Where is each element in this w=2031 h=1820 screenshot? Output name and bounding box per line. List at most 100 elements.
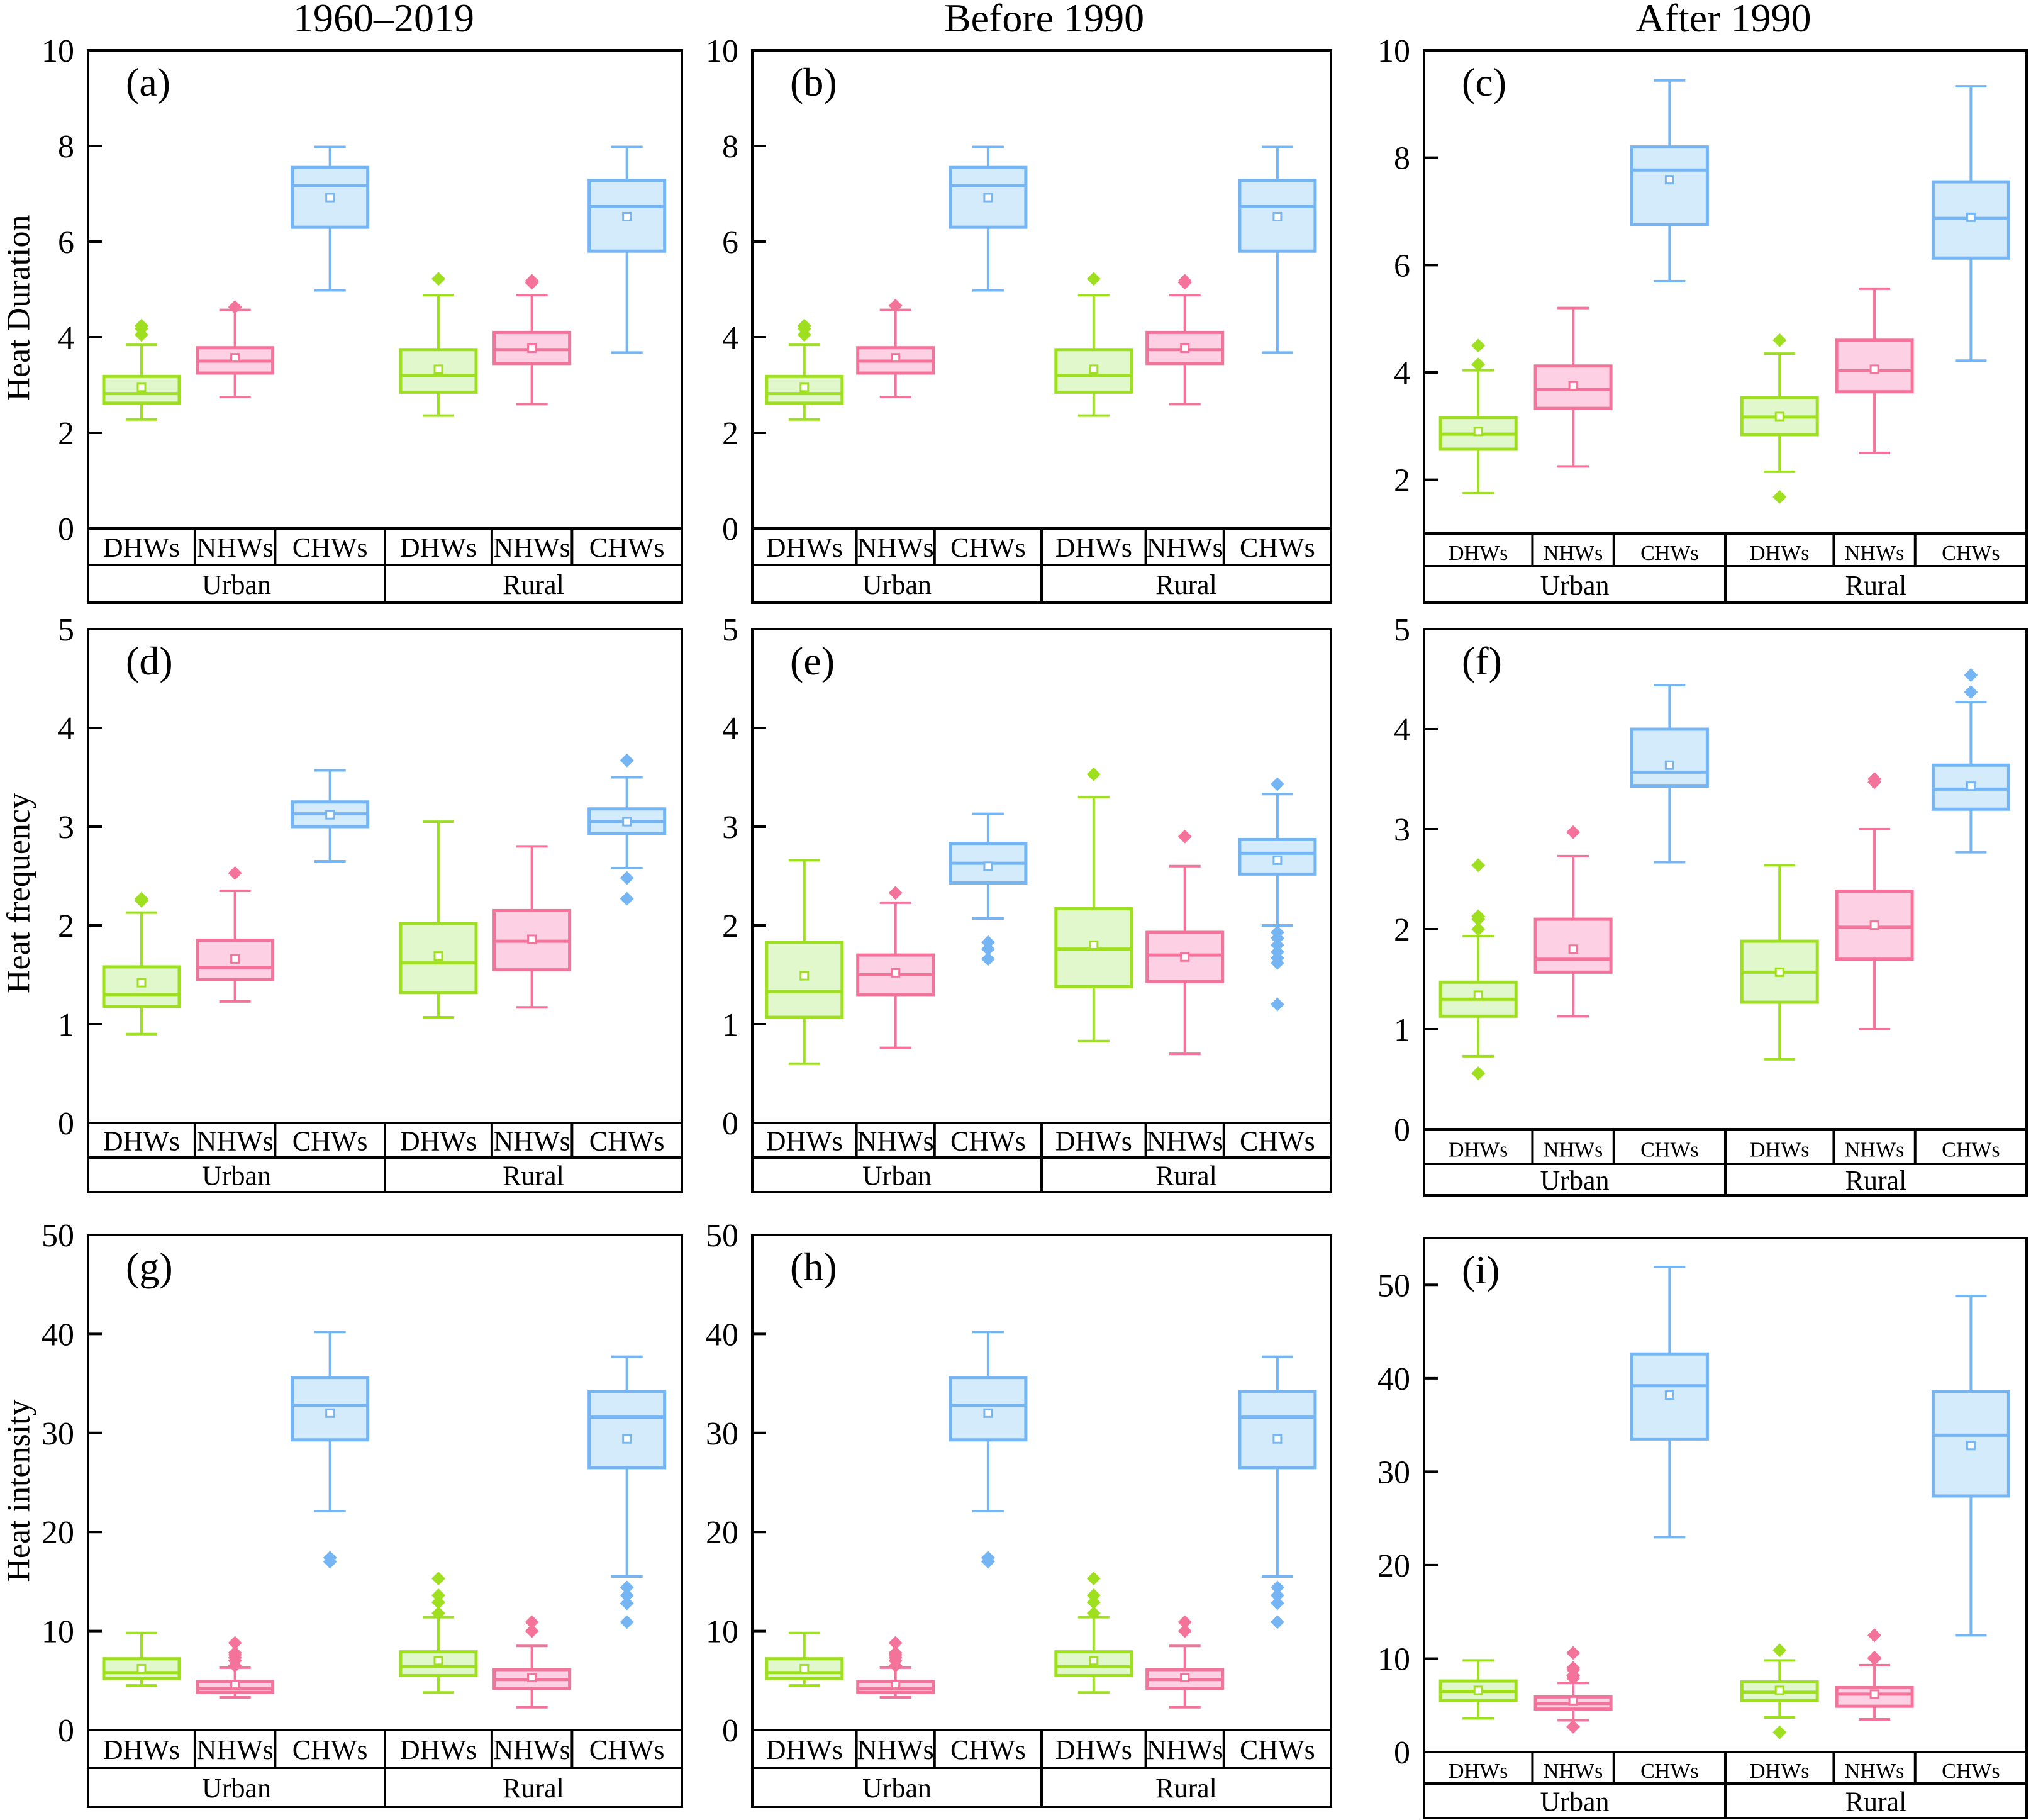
outlier-point (431, 1606, 445, 1621)
box-urban-nhws (1533, 306, 1613, 468)
y-tick-label: 0 (1394, 1735, 1410, 1771)
box-urban-chws (949, 1331, 1028, 1569)
box-urban-chws (1630, 1266, 1709, 1539)
y-tick-label: 2 (1394, 912, 1410, 948)
category-label-dhws: DHWs (766, 1734, 843, 1765)
category-label-nhws: NHWs (857, 1734, 934, 1765)
mean-marker (1473, 427, 1483, 437)
outlier-point (1772, 333, 1787, 347)
mean-marker (527, 343, 537, 353)
y-tick-label: 10 (42, 1614, 74, 1650)
box-rural-nhws (492, 1615, 572, 1709)
y-tick-label: 1 (1394, 1012, 1410, 1048)
column-title-before-1990: Before 1990 (943, 0, 1145, 40)
box-rural-nhws (1145, 1615, 1225, 1709)
mean-marker (1089, 940, 1099, 950)
y-tick-label: 0 (58, 1713, 74, 1749)
box-rural-nhws (492, 274, 572, 406)
y-tick-label: 2 (1394, 463, 1410, 499)
panel-label: (e) (790, 639, 835, 683)
outlier-point (620, 891, 634, 906)
group-label-rural: Rural (1845, 1787, 1907, 1817)
category-label-dhws: DHWs (103, 1126, 180, 1157)
outlier-point (981, 952, 995, 966)
y-tick-label: 6 (58, 225, 74, 260)
box-urban-dhws (1438, 338, 1518, 494)
category-label-chws: CHWs (589, 532, 665, 563)
outlier-point (1270, 1580, 1284, 1595)
outlier-point (228, 1636, 242, 1650)
mean-marker (1180, 343, 1190, 353)
mean-marker (1664, 1390, 1674, 1400)
mean-marker (622, 1434, 632, 1444)
panel-c: (c) 2 4 6 8 10 DHWs NHWs CHWs DHWs NHWs CHWs Urban Ru… (1377, 33, 2028, 604)
y-tick-label: 4 (58, 711, 74, 747)
y-tick-label: 2 (722, 416, 738, 452)
category-label-dhws: DHWs (766, 1126, 843, 1157)
box-rural-chws (587, 145, 667, 354)
outlier-point (1086, 767, 1101, 781)
group-label-urban: Urban (1540, 1165, 1610, 1196)
outlier-point (1566, 1719, 1581, 1734)
box-rural-nhws (492, 845, 572, 1009)
plot-frame (751, 628, 1332, 1193)
box-urban-nhws (196, 1636, 275, 1699)
outlier-point (888, 1636, 903, 1650)
category-label-nhws: NHWs (197, 532, 274, 563)
group-label-urban: Urban (202, 569, 271, 600)
outlier-point (228, 866, 242, 880)
outlier-point (1270, 777, 1284, 791)
mean-marker (325, 193, 335, 203)
iqr-box (1054, 348, 1133, 394)
mean-marker (622, 817, 632, 827)
category-label-nhws: NHWs (1845, 1139, 1904, 1162)
plot-frame (87, 1234, 683, 1808)
y-tick-label: 40 (706, 1317, 738, 1353)
y-tick-label: 0 (58, 511, 74, 547)
outlier-point (525, 1624, 539, 1638)
mean-marker (1664, 760, 1674, 770)
outlier-point (228, 1646, 242, 1660)
panel-b: (b) 0 2 4 6 8 10 DHWs NHWs CHWs DHWs NHWs CHWs Urban R… (706, 33, 1332, 604)
outlier-point (1471, 338, 1486, 353)
category-label-chws: CHWs (1942, 1760, 2000, 1783)
outlier-point (1270, 956, 1284, 970)
outlier-point (888, 298, 903, 313)
y-tick-label: 10 (706, 1614, 738, 1650)
outlier-point (1270, 1588, 1284, 1602)
iqr-box (587, 1390, 667, 1470)
mean-marker (1966, 1441, 1976, 1451)
group-label-rural: Rural (503, 569, 564, 600)
box-urban-dhws (765, 859, 844, 1065)
mean-marker (1869, 920, 1879, 930)
outlier-point (1471, 922, 1486, 936)
y-tick-label: 2 (58, 416, 74, 452)
category-label-chws: CHWs (1942, 542, 2000, 565)
outlier-point (431, 1595, 445, 1609)
plot-frame (751, 1234, 1332, 1808)
group-label-urban: Urban (862, 569, 932, 600)
mean-marker (325, 1408, 335, 1418)
category-label-chws: CHWs (292, 1126, 368, 1157)
box-rural-nhws (1835, 1628, 1914, 1721)
category-label-nhws: NHWs (1544, 542, 1603, 565)
outlier-point (1964, 668, 1978, 683)
category-label-chws: CHWs (1240, 1126, 1315, 1157)
category-label-chws: CHWs (589, 1734, 665, 1765)
outlier-point (888, 886, 903, 900)
outlier-point (620, 1596, 634, 1611)
y-tick-label: 0 (722, 1106, 738, 1142)
outlier-point (431, 1572, 445, 1586)
y-tick-label: 0 (722, 511, 738, 547)
y-tick-label: 10 (1377, 33, 1410, 69)
mean-marker (433, 951, 443, 961)
outlier-point (1867, 1628, 1882, 1643)
category-label-nhws: NHWs (197, 1126, 274, 1157)
panel-g: (g) 0 10 20 30 40 50 DHWs NHWs CHWs DHWs NHWs CHWs Ur… (42, 1218, 683, 1808)
group-label-urban: Urban (202, 1773, 271, 1804)
y-tick-label: 4 (1394, 712, 1410, 748)
outlier-point (1867, 1650, 1882, 1665)
box-rural-dhws (1054, 1572, 1133, 1694)
mean-marker (1272, 1434, 1283, 1444)
category-label-nhws: NHWs (1845, 542, 1904, 565)
